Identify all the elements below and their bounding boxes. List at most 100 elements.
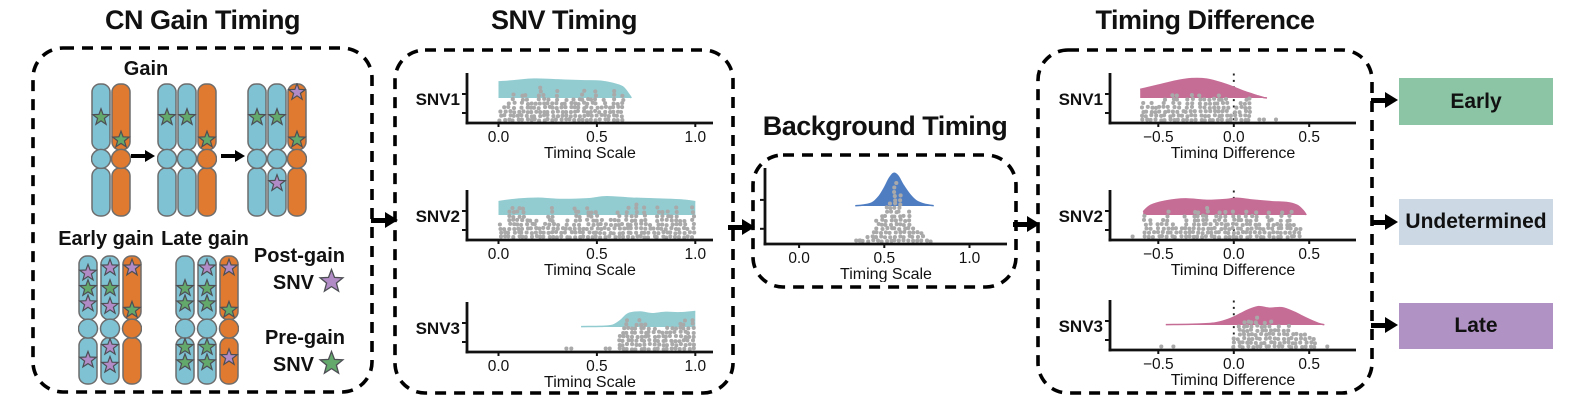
pre-gain-snv-star-icon <box>91 106 111 126</box>
centromere <box>196 148 218 170</box>
chromosome <box>99 255 121 385</box>
x-tick-label: 1.0 <box>959 250 981 267</box>
legend-pre-gain-snv: Pre-gain SNV <box>195 327 345 382</box>
gain-step-arrow-1 <box>131 150 155 162</box>
legend-pre-gain-line2: SNV <box>272 354 314 377</box>
x-tick-label: 0.0 <box>1223 129 1245 146</box>
pre-gain-snv-star-icon <box>175 277 195 297</box>
legend-post-gain-line1: Post-gain <box>253 245 345 267</box>
x-axis-title: Timing Scale <box>544 145 636 159</box>
star-icon <box>318 268 345 294</box>
density-area <box>1165 306 1325 325</box>
late-gain-chromosomes <box>174 255 240 390</box>
chromosome <box>218 255 240 385</box>
density-area <box>498 196 696 215</box>
snv2-difference-plot: −0.5 0.0 0.5 Timing Difference SNV2 <box>1046 176 1368 281</box>
difference-to-early-arrow <box>1371 92 1398 108</box>
post-gain-snv-star-icon <box>78 349 98 369</box>
x-axis-title: Timing Scale <box>544 374 636 388</box>
legend-post-gain-snv: Post-gain SNV <box>195 245 345 300</box>
chromosome-group-svg <box>90 83 132 217</box>
undetermined-outcome-label: Undetermined <box>1405 210 1547 233</box>
row-label: SNV3 <box>416 319 460 338</box>
centromere <box>121 318 143 339</box>
post-gain-snv-star-icon <box>287 81 307 101</box>
density-area <box>1143 198 1307 215</box>
chromosome-group-svg <box>77 255 143 385</box>
dots-layer <box>564 318 696 352</box>
centromere <box>266 148 288 170</box>
legend-pre-gain-line1: Pre-gain <box>264 327 345 349</box>
centromere <box>156 148 178 170</box>
pre-gain-snv-star-icon <box>157 106 177 126</box>
centromere <box>286 148 308 170</box>
x-tick-label: 0.5 <box>1298 356 1320 373</box>
chromosome <box>286 81 308 217</box>
post-gain-star-icon <box>318 267 345 299</box>
plot-svg: 0.0 0.5 1.0 Timing Scale <box>760 168 1007 283</box>
density-area <box>855 173 934 206</box>
chromosome <box>77 255 99 385</box>
post-gain-snv-star-icon <box>100 354 120 374</box>
centromere <box>90 148 112 170</box>
early-gain-label: Early gain <box>58 228 154 250</box>
snv3-timing-plot: 0.0 0.5 1.0 Timing Scale SNV3 <box>403 288 725 393</box>
chromosome <box>196 83 218 217</box>
post-gain-snv-star-icon <box>100 295 120 315</box>
chromosome-lower-arm <box>177 167 197 217</box>
x-tick-label: 0.0 <box>1223 356 1245 373</box>
pre-gain-snv-star-icon <box>78 277 98 297</box>
legend-star-svg <box>318 268 345 294</box>
snv1-timing-plot: 0.0 0.5 1.0 Timing Scale SNV1 <box>403 59 725 164</box>
pre-gain-snv-star-icon <box>122 299 142 319</box>
cn-gain-timing-title: CN Gain Timing <box>104 5 301 35</box>
pre-gain-snv-star-icon <box>197 352 217 371</box>
arrow-shaft <box>1371 322 1389 328</box>
x-tick-label: 1.0 <box>685 246 707 263</box>
snv3-difference-plot: −0.5 0.0 0.5 Timing Difference SNV3 <box>1046 286 1368 391</box>
chromosome <box>246 83 268 217</box>
chromosome-lower-arm <box>91 167 111 217</box>
density-outline <box>498 195 696 203</box>
timing-difference-title: Timing Difference <box>1095 5 1315 35</box>
chromosome <box>196 255 218 385</box>
gain-stage-2 <box>156 83 218 222</box>
x-tick-label: 0.5 <box>1298 246 1320 263</box>
pre-gain-snv-star-icon <box>175 336 195 356</box>
chromosome <box>266 83 288 217</box>
arrow-shaft <box>1371 97 1389 103</box>
arrow-shaft <box>131 154 148 158</box>
density-outline <box>1142 197 1307 216</box>
chromosome <box>174 255 196 385</box>
dots-layer <box>1159 315 1330 350</box>
early-outcome-label: Early <box>1450 90 1502 113</box>
pre-gain-snv-star-icon <box>175 293 195 313</box>
x-tick-label: 0.0 <box>488 246 510 263</box>
arrow-head-icon <box>1027 216 1040 232</box>
plot-svg: 0.0 0.5 1.0 Timing Scale SNV3 <box>416 302 713 391</box>
centromere <box>99 318 121 339</box>
dots-layer <box>497 85 626 123</box>
snv-to-background-arrow <box>728 219 755 235</box>
pre-gain-snv-star-icon <box>197 277 217 297</box>
x-tick-label: 0.0 <box>488 358 510 375</box>
star-icon <box>318 350 345 376</box>
chromosome-lower-arm <box>197 167 217 217</box>
plot-svg: 0.0 0.5 1.0 Timing Scale SNV1 <box>416 73 713 162</box>
density-outline <box>581 310 696 328</box>
undetermined-outcome-box: Undetermined <box>1399 199 1553 245</box>
chromosome-lower-arm <box>157 167 177 217</box>
pre-gain-snv-star-icon <box>100 277 120 297</box>
difference-to-late-arrow <box>1371 317 1398 333</box>
x-tick-label: 0.5 <box>1298 129 1320 146</box>
legend-post-gain-line2: SNV <box>272 272 314 295</box>
arrow-shaft <box>221 154 238 158</box>
chromosome-group-svg <box>174 255 240 385</box>
row-label: SNV2 <box>1059 207 1103 226</box>
pre-gain-snv-star-icon <box>197 336 217 356</box>
background-timing-plot: 0.0 0.5 1.0 Timing Scale <box>751 156 1023 287</box>
dots-layer <box>1130 205 1303 240</box>
x-tick-label: −0.5 <box>1143 356 1174 373</box>
